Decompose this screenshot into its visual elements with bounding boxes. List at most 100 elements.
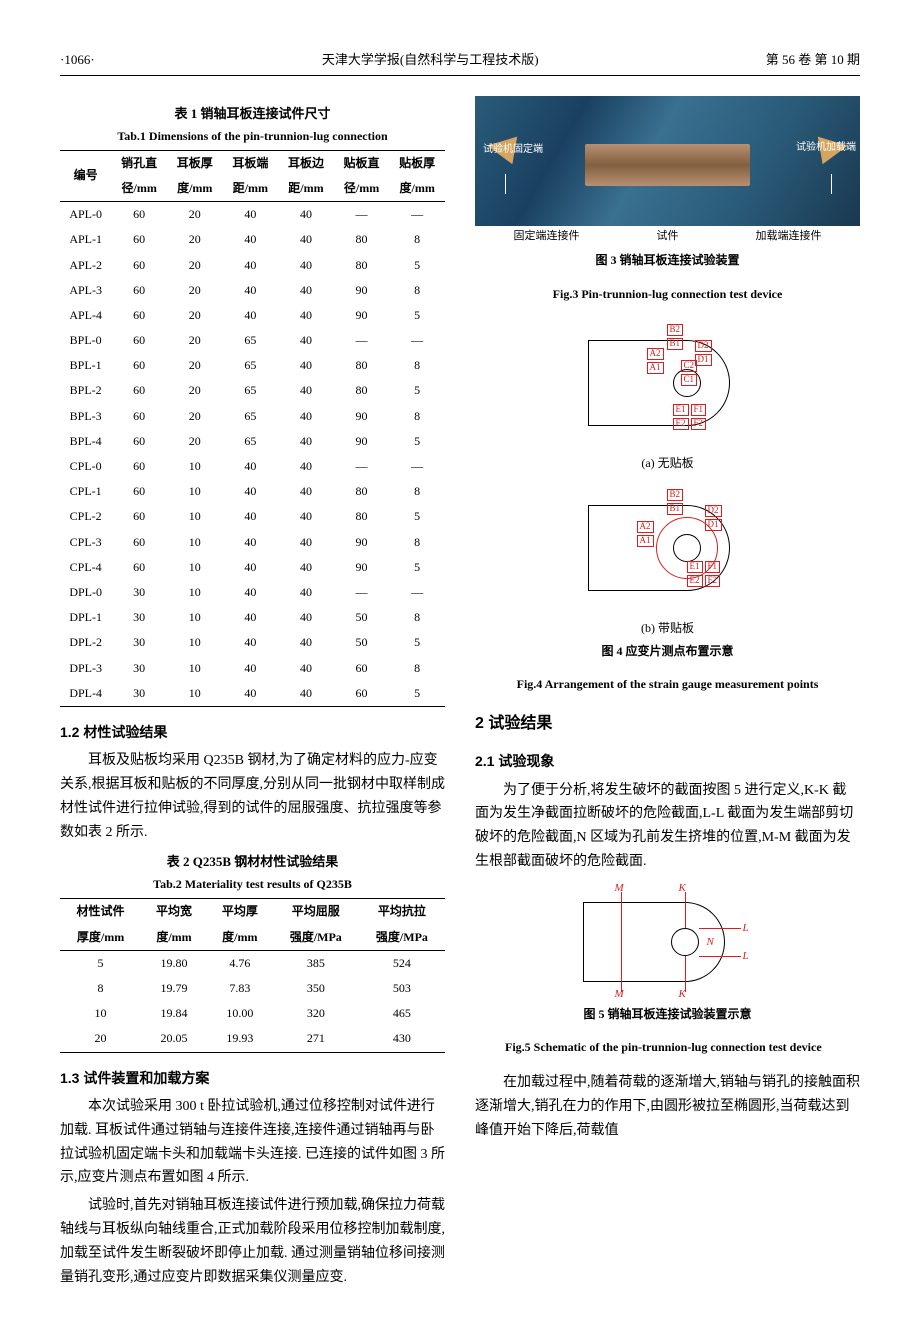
table1-h6-a: 贴板厚 xyxy=(389,150,445,176)
table-cell: — xyxy=(389,328,445,353)
table-row: DPL-330104040608 xyxy=(60,656,445,681)
table-cell: 40 xyxy=(278,605,334,630)
gauge-B: B2B1 xyxy=(666,322,685,351)
table-row: 819.797.83350503 xyxy=(60,976,445,1001)
table-cell: BPL-0 xyxy=(60,328,111,353)
table-cell: 20 xyxy=(167,278,223,303)
table-cell: 40 xyxy=(278,253,334,278)
gauge-D: D2D1 xyxy=(704,503,723,532)
table-row: CPL-360104040908 xyxy=(60,530,445,555)
table-cell: 60 xyxy=(111,253,167,278)
table-row: DPL-030104040—— xyxy=(60,580,445,605)
table1-h2-b: 度/mm xyxy=(167,176,223,202)
table-cell: 60 xyxy=(111,353,167,378)
table-cell: 5 xyxy=(389,504,445,529)
section-line-l xyxy=(699,928,741,929)
table-row: BPL-260206540805 xyxy=(60,378,445,403)
table-cell: 40 xyxy=(223,227,279,252)
table-cell: 65 xyxy=(223,378,279,403)
figure4a-diagram: B2B1 A2A1 D2D1 C2C1 E1F1E2F2 xyxy=(588,318,748,448)
section-2-1-p1: 为了便于分析,将发生破坏的截面按图 5 进行定义,K-K 截面为发生净截面拉断破… xyxy=(475,779,860,874)
table-cell: 8 xyxy=(389,227,445,252)
table-cell: BPL-3 xyxy=(60,404,111,429)
table-cell: 40 xyxy=(223,681,279,707)
table-cell: 65 xyxy=(223,404,279,429)
label-K: K xyxy=(679,986,686,1004)
table-cell: APL-3 xyxy=(60,278,111,303)
table-cell: 30 xyxy=(111,630,167,655)
table-cell: DPL-2 xyxy=(60,630,111,655)
table2-h3-b: 强度/MPa xyxy=(273,925,359,951)
table-cell: 8 xyxy=(389,353,445,378)
issue-info: 第 56 卷 第 10 期 xyxy=(766,50,860,71)
table-cell: 10 xyxy=(167,454,223,479)
table-row: CPL-160104040808 xyxy=(60,479,445,504)
table-cell: APL-2 xyxy=(60,253,111,278)
table-cell: 90 xyxy=(334,555,390,580)
table-cell: 80 xyxy=(334,504,390,529)
table-row: BPL-060206540—— xyxy=(60,328,445,353)
table-cell: 65 xyxy=(223,353,279,378)
section-2-1-heading: 2.1 试验现象 xyxy=(475,750,860,772)
table1-title-cn: 表 1 销轴耳板连接试件尺寸 xyxy=(60,104,445,125)
table-cell: 40 xyxy=(278,630,334,655)
table-cell: APL-0 xyxy=(60,202,111,228)
table-cell: 40 xyxy=(223,479,279,504)
table-cell: 40 xyxy=(278,656,334,681)
table2-h0-a: 材性试件 xyxy=(60,899,141,925)
table-cell: 5 xyxy=(389,253,445,278)
table-cell: DPL-4 xyxy=(60,681,111,707)
fig3-caption-en: Fig.3 Pin-trunnion-lug connection test d… xyxy=(475,285,860,304)
table1: 编号 销孔直 耳板厚 耳板端 耳板边 贴板直 贴板厚 径/mm 度/mm 距/m… xyxy=(60,150,445,707)
lug-hole xyxy=(673,534,701,562)
table1-h4-b: 距/mm xyxy=(278,176,334,202)
gauge-A: A2A1 xyxy=(636,519,655,548)
table-cell: 5 xyxy=(389,630,445,655)
table-cell: 10 xyxy=(167,580,223,605)
table-cell: 90 xyxy=(334,278,390,303)
table-cell: 40 xyxy=(278,404,334,429)
table-cell: — xyxy=(389,202,445,228)
table2-h3-a: 平均屈服 xyxy=(273,899,359,925)
table-cell: — xyxy=(389,454,445,479)
table-row: 2020.0519.93271430 xyxy=(60,1026,445,1052)
table-cell: — xyxy=(334,202,390,228)
table-cell: 5 xyxy=(389,681,445,707)
table1-h3-a: 耳板端 xyxy=(223,150,279,176)
table1-h1-b: 径/mm xyxy=(111,176,167,202)
table-cell: APL-4 xyxy=(60,303,111,328)
table-cell: 40 xyxy=(223,504,279,529)
gauge-B: B2B1 xyxy=(666,487,685,516)
table-cell: 60 xyxy=(334,656,390,681)
label-N: N xyxy=(707,934,714,952)
table-cell: 80 xyxy=(334,378,390,403)
section-1-3-p1: 本次试验采用 300 t 卧拉试验机,通过位移控制对试件进行加载. 耳板试件通过… xyxy=(60,1095,445,1190)
table-cell: 465 xyxy=(359,1001,445,1026)
table-cell: 30 xyxy=(111,681,167,707)
label-load-end: 试验机加载端 xyxy=(796,140,856,156)
table-cell: 10 xyxy=(167,504,223,529)
table-row: BPL-160206540808 xyxy=(60,353,445,378)
table-cell: CPL-4 xyxy=(60,555,111,580)
table-cell: 10 xyxy=(167,530,223,555)
table-cell: 80 xyxy=(334,353,390,378)
table-cell: 19.79 xyxy=(141,976,207,1001)
table-cell: 40 xyxy=(223,303,279,328)
table-cell: 60 xyxy=(111,378,167,403)
label-L: L xyxy=(743,948,749,966)
table1-h6-b: 度/mm xyxy=(389,176,445,202)
table-cell: 20 xyxy=(167,227,223,252)
table-cell: CPL-3 xyxy=(60,530,111,555)
table-row: CPL-260104040805 xyxy=(60,504,445,529)
table-cell: 524 xyxy=(359,950,445,976)
table-cell: 90 xyxy=(334,404,390,429)
figure3-photo: 试验机固定端 试验机加载端 xyxy=(475,96,860,226)
table-cell: 40 xyxy=(223,454,279,479)
table-cell: 20 xyxy=(167,328,223,353)
label-K: K xyxy=(679,880,686,898)
table-cell: 8 xyxy=(389,278,445,303)
table2-h2-b: 度/mm xyxy=(207,925,273,951)
table1-h3-b: 距/mm xyxy=(223,176,279,202)
table-cell: 5 xyxy=(389,555,445,580)
table-cell: 40 xyxy=(278,378,334,403)
